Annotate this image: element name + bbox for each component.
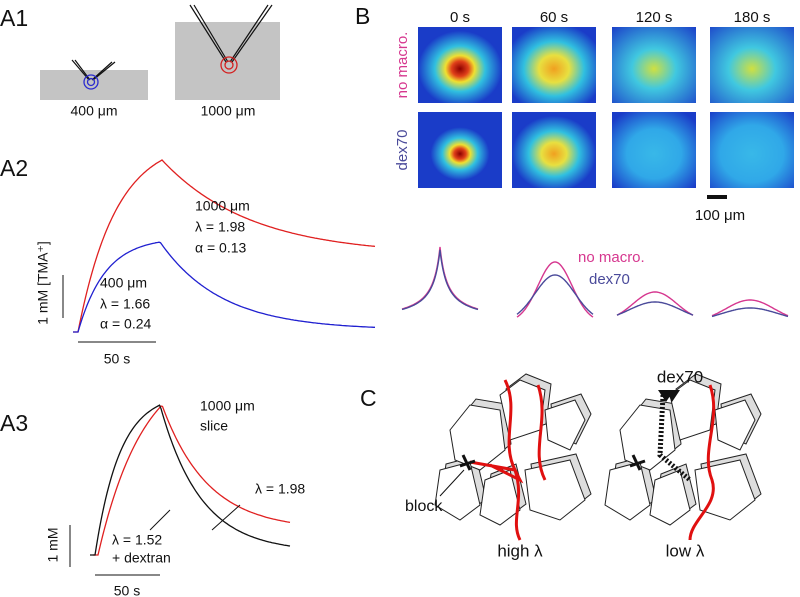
profile bbox=[401, 249, 479, 311]
heatmap bbox=[710, 112, 794, 188]
profiles bbox=[401, 246, 789, 318]
legend-entry: dex70 bbox=[589, 271, 630, 288]
scale-text: 100 μm bbox=[695, 207, 745, 224]
tissue bbox=[40, 70, 148, 100]
heatmap bbox=[710, 27, 794, 103]
trace bbox=[73, 159, 376, 333]
cell bbox=[714, 399, 756, 451]
panel-label: A1 bbox=[0, 5, 28, 31]
heatmap bbox=[418, 27, 502, 103]
source-rings bbox=[220, 56, 238, 74]
source-rings bbox=[83, 74, 99, 90]
heatmap bbox=[612, 112, 696, 188]
annotation: block bbox=[405, 498, 443, 515]
annotation: λ = 1.52 bbox=[112, 532, 162, 548]
trace bbox=[93, 405, 291, 556]
annotation: λ = 1.66 bbox=[100, 296, 150, 312]
scale-text: 1 mM bbox=[45, 528, 61, 563]
profile bbox=[401, 246, 479, 310]
annotation: 1000 μm bbox=[195, 198, 250, 214]
column-label: 60 s bbox=[540, 9, 568, 26]
electrodes bbox=[189, 4, 273, 63]
row-label: no macro. bbox=[394, 32, 411, 99]
pointer bbox=[149, 509, 171, 531]
row-label: dex70 bbox=[394, 130, 411, 171]
column-label: 180 s bbox=[734, 9, 771, 26]
heatmap bbox=[512, 112, 596, 188]
heatmap bbox=[418, 112, 502, 188]
profile bbox=[711, 307, 789, 318]
dex-fill bbox=[657, 394, 692, 482]
profile bbox=[516, 261, 594, 318]
cell bbox=[649, 469, 691, 526]
heatmaps bbox=[418, 27, 794, 188]
scale-text: 50 s bbox=[104, 351, 130, 367]
scale-bar bbox=[707, 195, 727, 199]
cell bbox=[544, 399, 586, 451]
annotation: low λ bbox=[666, 541, 705, 560]
annotation: α = 0.24 bbox=[100, 316, 152, 332]
scale-text: 1 mM [TMA⁺] bbox=[35, 241, 51, 325]
trace bbox=[73, 241, 375, 333]
annotation: slice bbox=[200, 418, 228, 434]
annotation: 1000 μm bbox=[200, 398, 255, 414]
panel-label: A2 bbox=[0, 155, 28, 181]
profile bbox=[516, 274, 594, 315]
column-label: 120 s bbox=[636, 9, 673, 26]
panel-label: C bbox=[360, 385, 377, 411]
markers bbox=[459, 454, 646, 471]
profile bbox=[711, 299, 789, 317]
annotation: high λ bbox=[497, 541, 543, 560]
dex-arrows bbox=[658, 390, 680, 402]
scale-text: 50 s bbox=[114, 583, 140, 597]
annotation: α = 0.13 bbox=[195, 240, 247, 256]
scale-text: 1000 μm bbox=[201, 103, 256, 119]
panel-label: B bbox=[355, 3, 370, 29]
diffusion-paths bbox=[469, 379, 716, 541]
trace bbox=[90, 404, 291, 556]
column-label: 0 s bbox=[450, 9, 470, 26]
profile bbox=[616, 301, 694, 316]
pointer bbox=[439, 469, 465, 497]
profile bbox=[616, 291, 694, 316]
annotation: dex70 bbox=[657, 367, 703, 386]
heatmap bbox=[512, 27, 596, 103]
annotation: λ = 1.98 bbox=[195, 219, 245, 235]
cell bbox=[524, 459, 586, 521]
heatmap bbox=[612, 27, 696, 103]
annotation: + dextran bbox=[112, 550, 171, 566]
pointer bbox=[211, 504, 241, 531]
annotation: λ = 1.98 bbox=[255, 481, 305, 497]
scale-text: 400 μm bbox=[71, 103, 118, 119]
annotation: 400 μm bbox=[100, 275, 147, 291]
legend-entry: no macro. bbox=[578, 249, 645, 266]
panel-label: A3 bbox=[0, 410, 28, 436]
cell bbox=[449, 404, 506, 471]
